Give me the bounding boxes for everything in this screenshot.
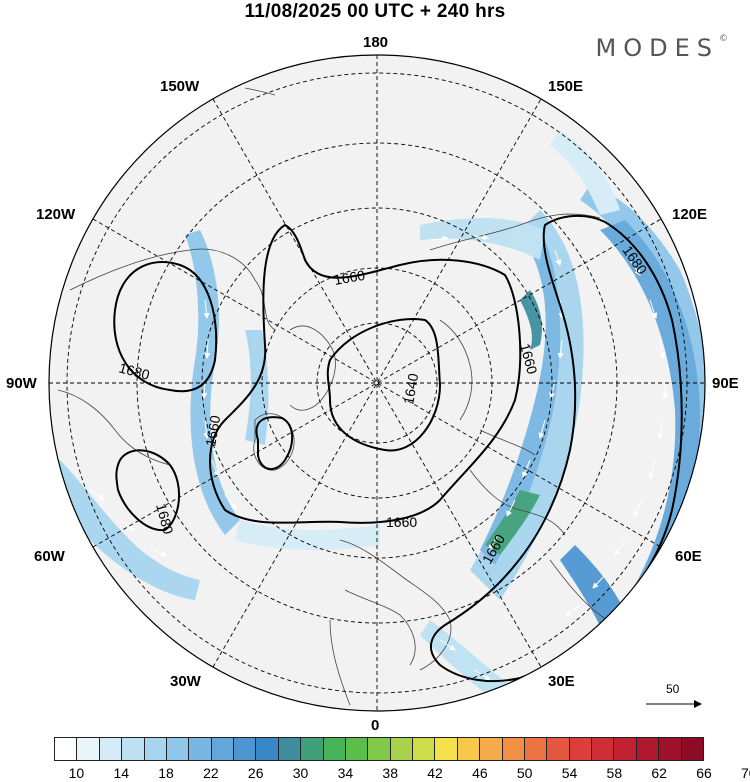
colorbar-cell [547, 738, 570, 760]
colorbar-cell [457, 738, 481, 760]
graticule [49, 55, 705, 711]
contour-label: 1660 [517, 342, 541, 376]
colorbar-cell [166, 738, 190, 760]
colorbar-cell [435, 738, 458, 760]
colorbar-cell [99, 738, 123, 760]
lon-label-180: 180 [363, 34, 389, 51]
colorbar-cell [323, 738, 346, 760]
colorbar-tick-label: 58 [606, 765, 623, 781]
contour-label: 1660 [202, 414, 223, 448]
height-contours [113, 214, 683, 683]
colorbar-cell [122, 738, 145, 760]
colorbar-cell [77, 738, 100, 760]
colorbar-tick-label: 26 [247, 765, 264, 781]
colorbar-tick-label: 46 [472, 765, 488, 781]
colorbar-tick-label: 38 [382, 765, 398, 781]
vector-scale-arrow [646, 700, 702, 708]
lon-label-60w: 60W [34, 548, 65, 565]
vector-scale-label: 50 [666, 682, 680, 696]
lon-label-120e: 120E [672, 206, 708, 223]
colorbar-tick-label: 14 [113, 765, 130, 781]
brand-logo: MODES© [596, 34, 728, 62]
colorbar-cell [413, 738, 436, 760]
coastlines [57, 87, 661, 706]
colorbar-cell [524, 738, 548, 760]
colorbar-cell [55, 738, 78, 760]
colorbar-cell [390, 738, 413, 760]
lon-label-90e: 90E [712, 375, 739, 392]
colorbar-cell [659, 738, 682, 760]
colorbar-cell [301, 738, 324, 760]
colorbar-tick-label: 30 [292, 765, 309, 781]
lon-label-150w: 150W [160, 78, 200, 95]
lon-label-30w: 30W [170, 673, 201, 690]
colorbar-tick-label: 66 [696, 765, 712, 781]
lon-label-90w: 90W [6, 375, 37, 392]
lon-label-120w: 120W [36, 206, 76, 223]
colorbar [54, 737, 704, 761]
lon-label-0: 0 [371, 717, 380, 734]
colorbar-cell [234, 738, 257, 760]
lon-label-150e: 150E [548, 78, 584, 95]
colorbar-tick-label: 18 [158, 765, 174, 781]
colorbar-tick-label: 42 [427, 765, 443, 781]
colorbar-cell [614, 738, 637, 760]
lon-label-60e: 60E [675, 548, 702, 565]
colorbar-cell [569, 738, 592, 760]
map-boundary [48, 54, 706, 712]
colorbar-cell [502, 738, 525, 760]
brand-name: MODES [595, 34, 719, 62]
colorbar-tick-label: 10 [68, 765, 85, 781]
colorbar-cell [189, 738, 212, 760]
colorbar-tick-label: 70 [741, 765, 750, 781]
colorbar-cell [480, 738, 503, 760]
copyright-mark: © [719, 34, 728, 44]
map-title: 11/08/2025 00 UTC + 240 hrs [244, 1, 506, 22]
colorbar-cell [211, 738, 234, 760]
contour-label: 1660 [333, 267, 367, 288]
colorbar-cell [636, 738, 660, 760]
colorbar-tick-label: 62 [651, 765, 667, 781]
contour-label: 1660 [386, 514, 417, 530]
colorbar-cell [278, 738, 302, 760]
colorbar-tick-label: 34 [337, 765, 354, 781]
colorbar-cell [681, 738, 703, 760]
lon-label-30e: 30E [548, 673, 575, 690]
colorbar-cell [592, 738, 615, 760]
colorbar-cell [144, 738, 167, 760]
colorbar-cell [345, 738, 369, 760]
colorbar-cell [368, 738, 391, 760]
colorbar-tick-label: 22 [203, 765, 219, 781]
colorbar-tick-label: 50 [516, 765, 533, 781]
colorbar-cell [256, 738, 279, 760]
contour-label: 1640 [400, 372, 421, 406]
contour-label: 1680 [153, 502, 177, 536]
colorbar-tick-label: 54 [561, 765, 578, 781]
contour-label: 1680 [117, 359, 151, 383]
